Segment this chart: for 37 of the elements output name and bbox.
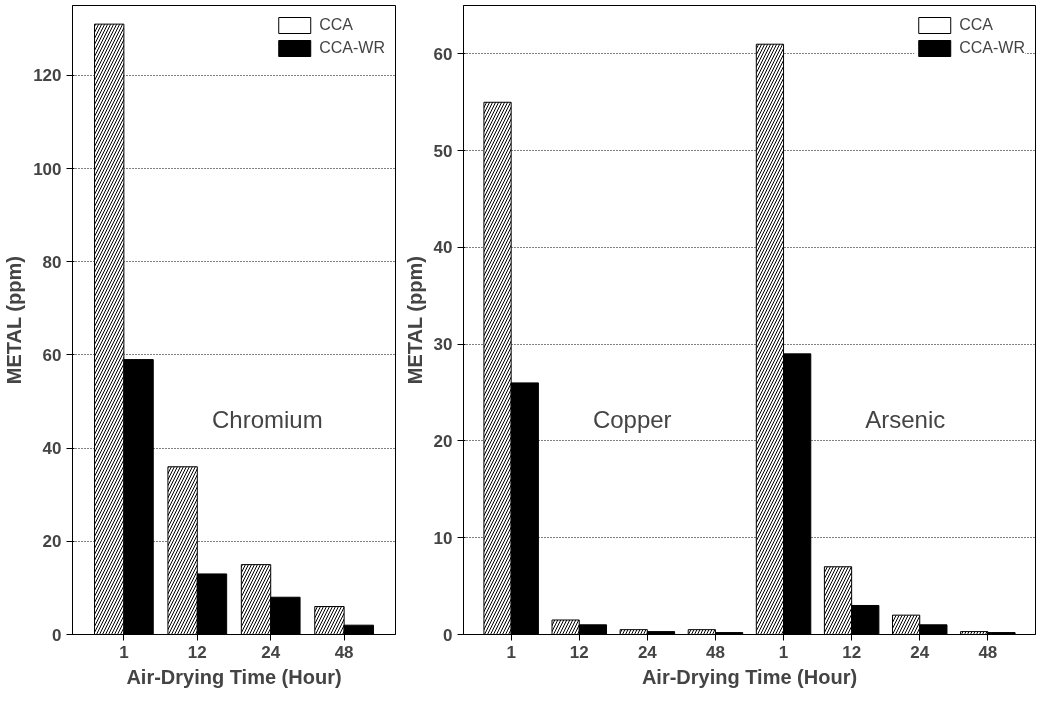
y-tick-label: 10 [433, 528, 453, 548]
y-axis-title: METAL (ppm) [403, 256, 426, 385]
legend-label: CCA [319, 16, 354, 34]
y-tick-label: 120 [33, 66, 62, 86]
legend-label: CCA-WR [959, 39, 1025, 57]
x-tick-label: 12 [569, 642, 589, 662]
annotation: Arsenic [865, 406, 946, 434]
x-tick-label: 12 [187, 642, 207, 662]
x-tick-label: 48 [706, 642, 725, 662]
y-tick-label: 60 [433, 44, 453, 64]
legend-label: CCA-WR [319, 39, 385, 57]
y-tick-label: 40 [42, 439, 62, 459]
y-tick-label: 40 [433, 238, 453, 258]
y-axis-title: METAL (ppm) [3, 256, 26, 385]
y-tick-label: 50 [433, 141, 453, 161]
y-tick-label: 0 [52, 625, 62, 645]
x-tick-label: 48 [334, 642, 354, 662]
x-tick-label: 1 [119, 642, 129, 662]
y-tick-label: 100 [33, 159, 62, 179]
x-axis-title: Air-Drying Time (Hour) [641, 665, 858, 688]
y-tick-label: 20 [433, 431, 453, 451]
x-axis-title: Air-Drying Time (Hour) [126, 665, 342, 688]
x-tick-label: 24 [261, 642, 281, 662]
y-tick-label: 0 [443, 625, 453, 645]
y-tick-label: 60 [42, 345, 62, 365]
annotation: Copper [592, 406, 672, 434]
y-tick-label: 20 [42, 532, 62, 552]
y-tick-label: 30 [433, 335, 453, 355]
x-tick-label: 24 [910, 642, 930, 662]
x-tick-label: 1 [778, 642, 789, 662]
x-tick-label: 48 [978, 642, 998, 662]
annotation: Chromium [211, 406, 323, 434]
x-tick-label: 1 [506, 642, 516, 662]
x-tick-label: 24 [637, 642, 658, 662]
legend-label: CCA [959, 16, 994, 34]
y-tick-label: 80 [42, 252, 62, 272]
x-tick-label: 12 [842, 642, 862, 662]
